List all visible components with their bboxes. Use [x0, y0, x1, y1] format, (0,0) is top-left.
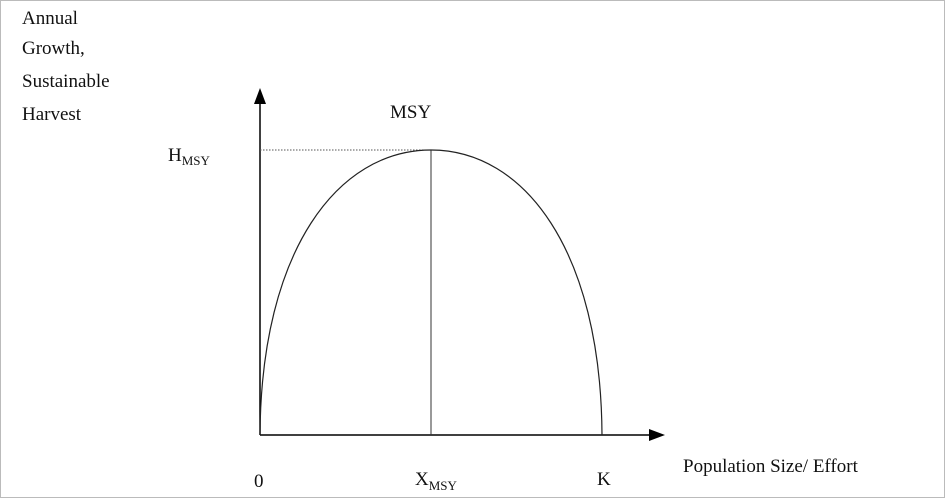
- origin-label: 0: [254, 471, 264, 492]
- y-axis-label-line: Harvest: [22, 104, 82, 125]
- y-marker-sub: MSY: [182, 153, 211, 168]
- y-marker: HMSY: [168, 145, 211, 168]
- x-axis-arrow: [649, 429, 665, 441]
- x-marker-main: X: [415, 469, 429, 490]
- x-axis-label: Population Size/ Effort: [683, 456, 859, 477]
- k-label: K: [597, 469, 611, 490]
- x-marker: XMSY: [415, 469, 458, 493]
- x-marker-sub: MSY: [429, 478, 458, 493]
- y-axis-label-line: Sustainable: [22, 71, 110, 92]
- y-marker-main: H: [168, 145, 182, 166]
- y-axis-label-line: Annual: [22, 8, 78, 29]
- growth-curve: [259, 149, 603, 436]
- y-axis-label-line: Growth,: [22, 38, 85, 59]
- peak-label: MSY: [390, 102, 431, 123]
- y-axis-arrow: [254, 88, 266, 104]
